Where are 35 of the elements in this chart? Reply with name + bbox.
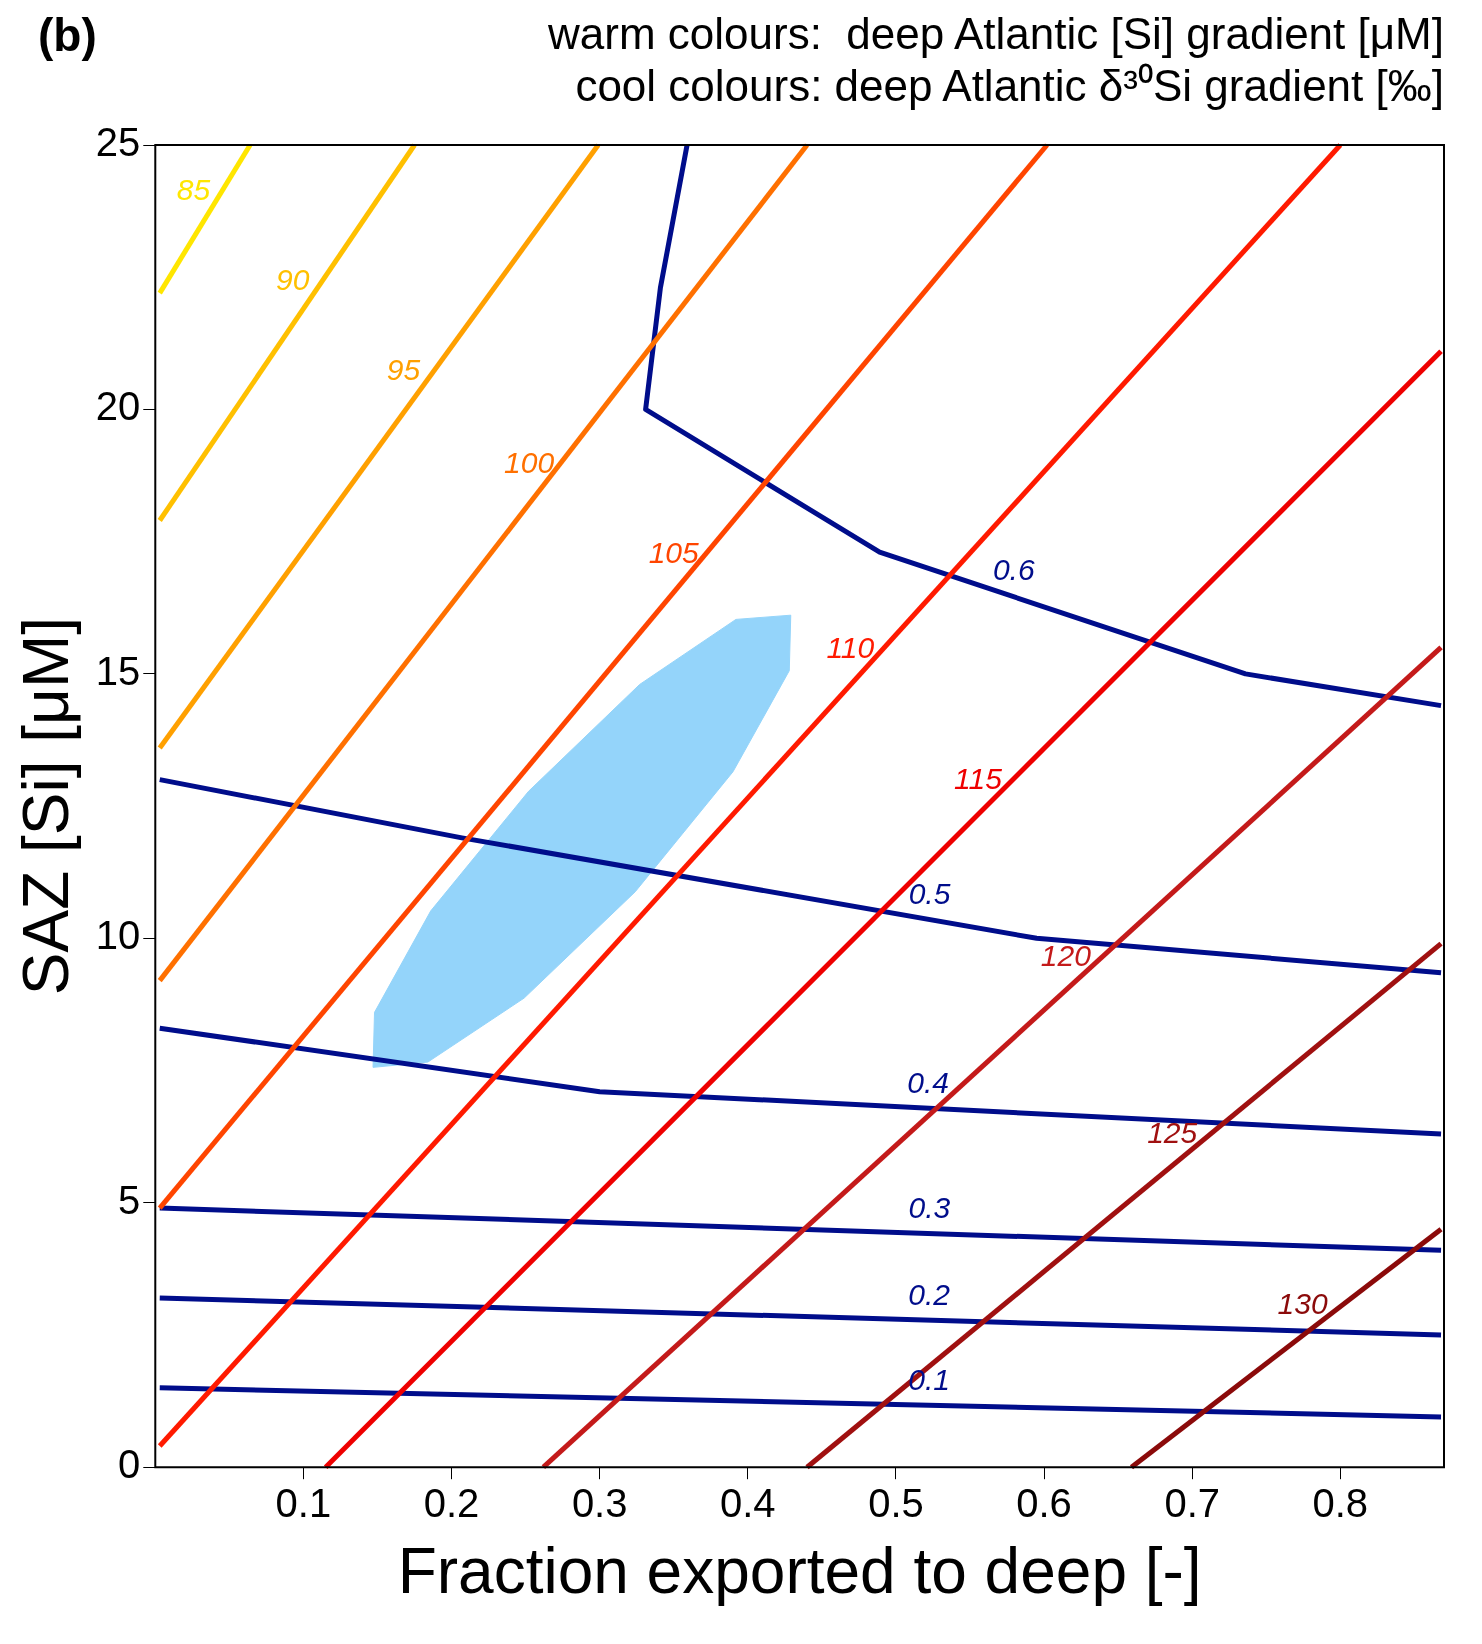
x-tick-label: 0.7	[1164, 1481, 1220, 1526]
x-tick-label: 0.5	[868, 1481, 924, 1526]
x-axis-title: Fraction exported to deep [-]	[397, 1535, 1202, 1608]
y-tick-label: 10	[95, 913, 141, 958]
y-tick-label: 25	[95, 120, 141, 165]
series-label: 0.3	[908, 1190, 951, 1224]
y-tick-label: 20	[95, 384, 141, 429]
x-tick-label: 0.8	[1312, 1481, 1369, 1526]
series-label: 125	[1147, 1115, 1198, 1149]
x-tick-label: 0.3	[571, 1481, 628, 1526]
series-label: 0.1	[908, 1362, 950, 1396]
series-label: 110	[826, 630, 875, 664]
series-label: 120	[1040, 938, 1092, 972]
y-tick-label: 15	[95, 648, 141, 693]
series-label: 100	[504, 445, 555, 479]
series-label: 130	[1277, 1286, 1328, 1320]
series-label: 105	[648, 536, 700, 570]
y-tick-label: 5	[118, 1177, 141, 1222]
x-tick-label: 0.4	[720, 1481, 776, 1526]
x-tick-label: 0.2	[423, 1481, 480, 1526]
x-tick-label: 0.1	[275, 1481, 332, 1526]
y-axis-title: SAZ [Si] [μM]	[10, 616, 83, 996]
x-tick-label: 0.6	[1016, 1481, 1072, 1526]
series-label: 0.6	[992, 552, 1035, 586]
chart-subtitle: cool colours: deep Atlantic δ³⁰Si gradient [‰]	[574, 60, 1444, 112]
series-label: 90	[276, 263, 310, 297]
series-label: 0.5	[908, 876, 951, 910]
series-label: 115	[953, 762, 1003, 796]
series-label: 95	[386, 353, 421, 387]
chart-title: warm colours: deep Atlantic [Si] gradient [μM]	[548, 8, 1444, 60]
series-label: 0.4	[907, 1065, 949, 1099]
text: (b)	[38, 8, 97, 62]
series-label: 85	[176, 173, 211, 207]
series-label: 0.2	[908, 1277, 951, 1311]
y-tick-label: 0	[118, 1442, 141, 1487]
